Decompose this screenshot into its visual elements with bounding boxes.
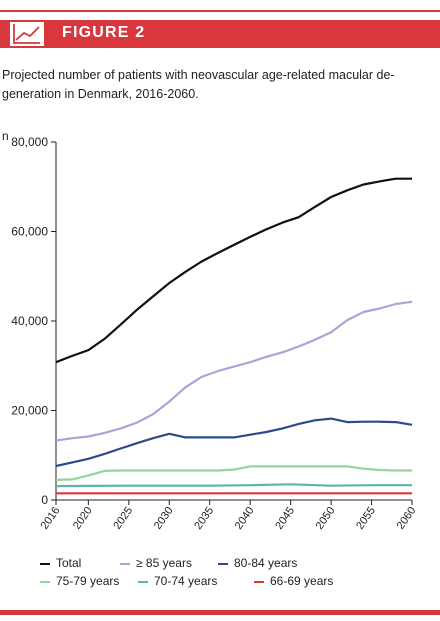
x-tick-label: 2055 [354,505,378,532]
x-tick-label: 2040 [233,505,257,532]
legend-label: 66-69 years [270,574,334,588]
x-tick-label: 2035 [192,505,216,532]
x-tick-label: 2045 [273,505,297,532]
x-tick-label: 2016 [39,505,63,532]
legend-item: Total [40,556,81,570]
legend-label: ≥ 85 years [136,556,192,570]
legend-swatch [120,562,130,565]
legend-item: ≥ 85 years [120,556,192,570]
line-chart: n 0 20,000 40,000 60,000 80,000 2016 2020 2025 20… [2,130,419,532]
legend-label: Total [56,556,82,570]
chart-title-line-1: Projected number of patients with neovas… [2,68,395,82]
legend-item: 80-84 years [218,556,297,570]
y-tick-label: 60,000 [11,225,48,239]
legend-swatch [254,580,264,583]
x-tick-label: 2030 [152,505,176,532]
legend-item: 70-74 years [138,574,217,588]
figure-header: FIGURE 2 [0,20,440,48]
legend-swatch [218,562,228,565]
series-line-70-74-years [55,483,412,488]
y-axis-label: n [2,130,9,143]
y-tick-label: 40,000 [11,314,48,328]
x-tick-label: 2050 [314,505,338,532]
legend-swatch [138,580,148,583]
legend-label: 70-74 years [154,574,218,588]
series-line-85-years [55,300,413,442]
series-line-75-79-years [55,465,412,481]
legend-swatch [40,562,50,565]
x-tick-label: 2020 [71,505,95,532]
bottom-rule [0,610,440,615]
y-tick-label: 80,000 [11,135,48,149]
x-tick-label: 2060 [395,505,419,532]
chart-title-line-2: generation in Denmark, 2016-2060. [2,87,199,101]
y-tick-label: 0 [41,493,48,507]
series-line-total [55,177,412,364]
x-tick-label: 2025 [111,505,135,532]
figure-label: FIGURE 2 [62,24,146,41]
legend-item: 66-69 years [254,574,333,588]
top-rule [0,10,440,12]
series-line-80-84-years [55,417,413,468]
legend-label: 75-79 years [56,574,120,588]
line-chart-icon [10,22,44,46]
legend-swatch [40,580,50,583]
legend-label: 80-84 years [234,556,298,570]
y-tick-label: 20,000 [11,404,48,418]
chart-title: Projected number of patients with neovas… [2,66,438,104]
legend-item: 75-79 years [40,574,119,588]
